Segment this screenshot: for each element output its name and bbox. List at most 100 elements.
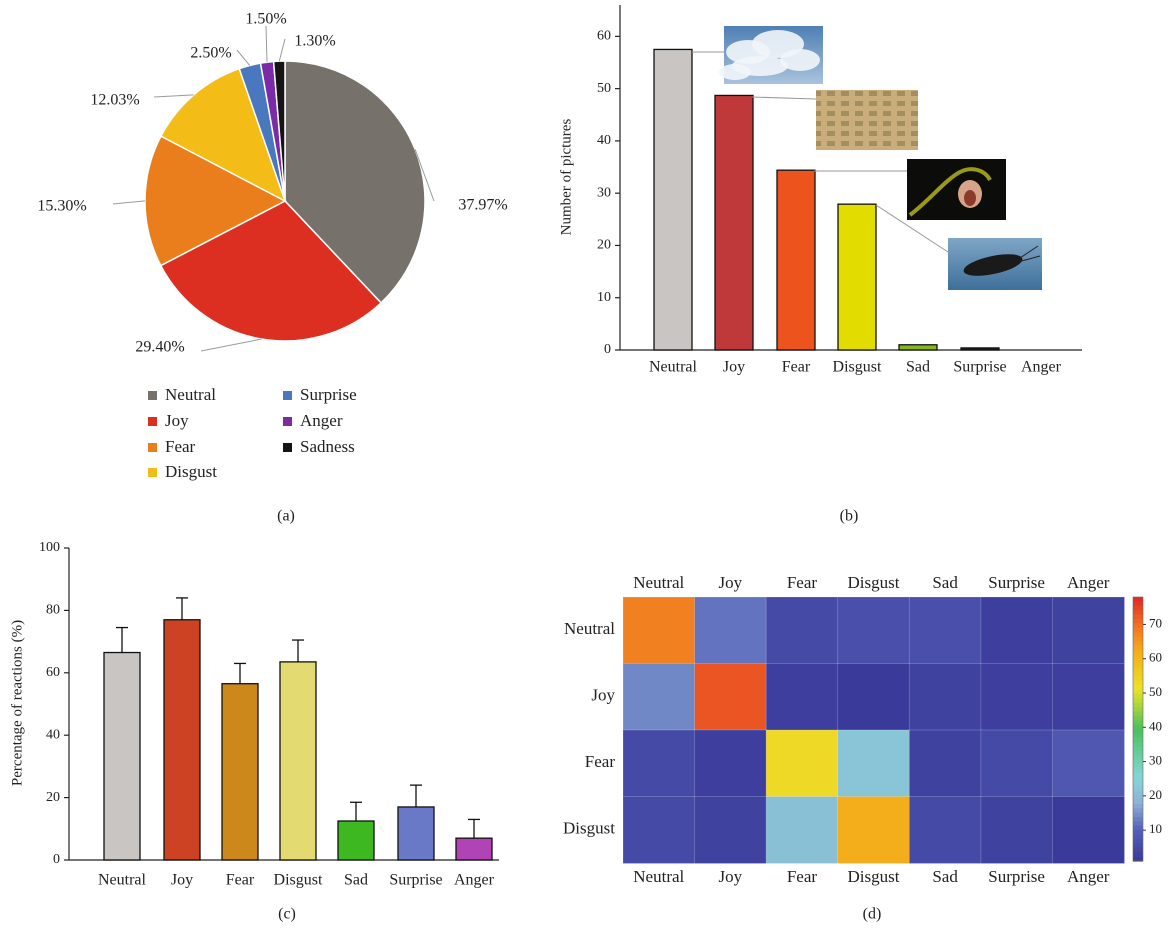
heatmap-cell-neutral-sad [908, 596, 982, 665]
pie-leader-line-disgust [153, 94, 194, 98]
legend-label-sadness: Sadness [300, 437, 355, 456]
colorbar-segment [1133, 843, 1143, 849]
colorbar-segment [1133, 627, 1143, 633]
x-tick-label-joy: Joy [171, 872, 193, 889]
y-label-disgust: Disgust [563, 819, 615, 838]
colorbar-segment [1133, 773, 1143, 778]
colorbar-segment [1133, 737, 1143, 743]
colorbar-tick-label-20: 20 [1149, 787, 1162, 802]
x-top-label-fear: Fear [787, 573, 818, 592]
money-thumbnail [816, 90, 918, 150]
colorbar-segment [1133, 759, 1143, 765]
panel-label-b: (b) [840, 508, 859, 525]
heatmap-cell-neutral-disgust [837, 596, 911, 665]
colorbar-segment [1133, 693, 1143, 699]
x-tick-label-fear: Fear [226, 872, 255, 889]
colorbar-segment [1133, 685, 1143, 690]
y-tick-label-100: 100 [39, 540, 60, 555]
x-bottom-label-anger: Anger [1067, 867, 1110, 886]
pie-value-label-neutral: 37.97% [458, 197, 507, 214]
panel-b-bar-chart: 0 10 20 30 40 50 60 Neutral Joy Fear Disgust Sad Sur… [558, 5, 1082, 525]
colorbar-segment [1133, 724, 1143, 730]
x-tick-label-anger: Anger [1021, 359, 1062, 376]
legend-swatch-neutral [148, 391, 157, 400]
colorbar-segment [1133, 605, 1143, 611]
legend-label-fear: Fear [165, 437, 196, 456]
colorbar-tick-label-30: 30 [1149, 753, 1162, 768]
colorbar-segment [1133, 663, 1143, 668]
heatmap-cell-neutral-joy [694, 596, 768, 665]
heatmap-cell-fear-neutral [622, 729, 696, 798]
x-top-label-sad: Sad [932, 573, 958, 592]
y-tick-label-50: 50 [597, 81, 611, 96]
heatmap-cell-joy-surprise [980, 663, 1054, 731]
colorbar-segment [1133, 641, 1143, 646]
colorbar-segment [1133, 808, 1143, 814]
colorbar-segment [1133, 751, 1143, 756]
y-tick-label-80: 80 [46, 603, 60, 618]
colorbar-segment [1133, 817, 1143, 822]
colorbar-segment [1133, 847, 1143, 853]
colorbar-segment [1133, 742, 1143, 748]
pie-value-label-anger: 1.50% [245, 11, 286, 28]
x-bottom-label-sad: Sad [932, 867, 958, 886]
pie-slice-joy [159, 200, 383, 342]
colorbar-segment [1133, 830, 1143, 836]
colorbar-frame [1132, 596, 1144, 862]
colorbar-segment [1133, 715, 1143, 721]
colorbar-segment [1133, 619, 1143, 624]
colorbar-segment [1133, 795, 1143, 800]
legend-swatch-sadness [283, 443, 292, 452]
thumbnail-leader-money [751, 96, 817, 100]
pie-leader-line-surprise [236, 49, 251, 66]
colorbar-segment [1133, 720, 1143, 726]
x-tick-label-sad: Sad [906, 359, 930, 376]
heatmap-cell-joy-joy [694, 663, 768, 731]
pie-leader-line-neutral [414, 149, 435, 202]
legend-label-neutral: Neutral [165, 385, 216, 404]
colorbar-segment [1133, 654, 1143, 660]
x-tick-label-fear: Fear [782, 359, 811, 376]
colorbar-segment [1133, 839, 1143, 844]
bar-disgust [837, 203, 877, 351]
panel-d-heatmap: Neutral Neutral Joy Joy Fear Fear Disgust Disgu… [563, 573, 1162, 923]
cockroach-body [963, 254, 1023, 276]
x-top-label-neutral: Neutral [633, 573, 684, 592]
x-tick-label-sad: Sad [344, 872, 368, 889]
pie-slice-sadness [272, 60, 286, 202]
y-tick-label-60: 60 [46, 665, 60, 680]
colorbar-segment [1133, 698, 1143, 704]
colorbar-segment [1133, 711, 1143, 717]
y-label-joy: Joy [591, 686, 615, 705]
panel-label-c: (c) [278, 906, 296, 923]
heatmap-cell-joy-sad [908, 663, 982, 731]
colorbar-tick-label-10: 10 [1149, 821, 1162, 836]
colorbar-segment [1133, 821, 1143, 827]
panel-label-a: (a) [277, 508, 295, 525]
x-top-label-joy: Joy [719, 573, 743, 592]
colorbar-segment [1133, 746, 1143, 752]
colorbar-segment [1133, 781, 1143, 787]
x-tick-label-neutral: Neutral [649, 359, 698, 376]
colorbar-segment [1133, 645, 1143, 651]
colorbar-segment [1133, 856, 1143, 862]
pie-leader-line-anger [265, 25, 268, 63]
clouds-thumbnail [719, 26, 823, 84]
colorbar-tick-label-40: 40 [1149, 718, 1162, 733]
pie-value-label-sadness: 1.30% [294, 33, 335, 50]
y-axis-label: Percentage of reactions (%) [9, 620, 25, 786]
cloud-puff [719, 64, 751, 80]
legend-swatch-joy [148, 417, 157, 426]
colorbar-segment [1133, 790, 1143, 796]
money-thumbnail-bg [816, 90, 918, 150]
heatmap-cell-fear-joy [694, 729, 768, 798]
colorbar-segment [1133, 799, 1143, 805]
heatmap-cell-neutral-neutral [622, 596, 696, 665]
y-label-fear: Fear [585, 752, 616, 771]
colorbar-segment [1133, 702, 1143, 708]
bar-fear [221, 683, 259, 861]
colorbar-segment [1133, 623, 1143, 629]
heatmap-cell-fear-anger [1052, 729, 1125, 798]
bar-anger [455, 837, 493, 861]
legend-label-anger: Anger [300, 411, 343, 430]
